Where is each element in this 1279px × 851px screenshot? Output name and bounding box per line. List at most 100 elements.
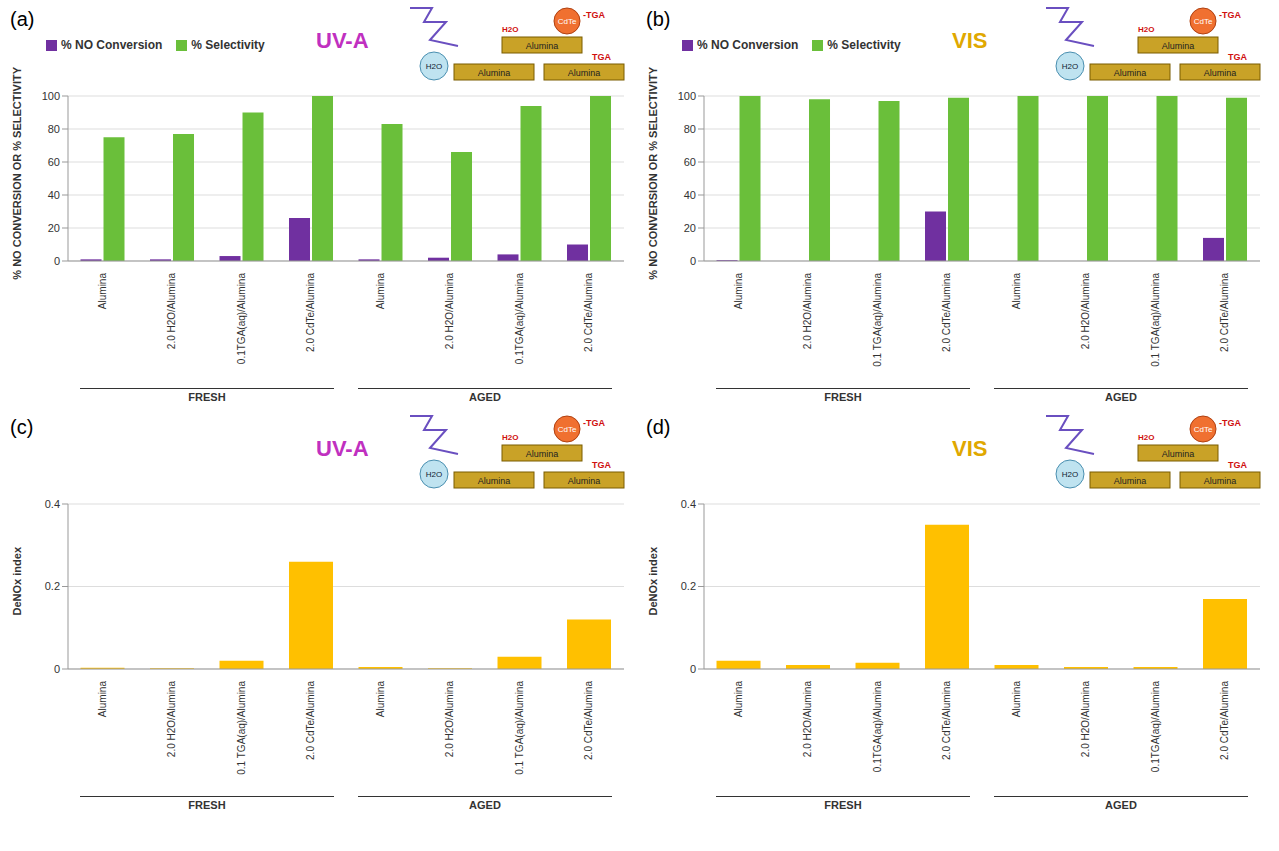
svg-text:CdTe: CdTe	[1194, 425, 1213, 434]
html-text:(d): (d)	[646, 416, 671, 438]
svg-text:2.0 H2O/Alumina: 2.0 H2O/Alumina	[444, 273, 455, 350]
svg-text:Alumina: Alumina	[1204, 476, 1237, 486]
html-text:AGED: AGED	[1105, 391, 1137, 403]
svg-text:0.1 TGA(aq)/Alumina: 0.1 TGA(aq)/Alumina	[236, 681, 247, 775]
svg-text:Alumina: Alumina	[97, 681, 108, 718]
html-text:% Selectivity: % Selectivity	[191, 38, 265, 52]
html-text:VIS: VIS	[952, 436, 988, 461]
svg-text:TGA: TGA	[592, 52, 611, 62]
html-text:FRESH: FRESH	[824, 391, 862, 403]
svg-text:H2O: H2O	[426, 62, 442, 71]
svg-text:0.1TGA(aq)/Alumina: 0.1TGA(aq)/Alumina	[1150, 681, 1161, 773]
svg-text:2.0 CdTe/Alumina: 2.0 CdTe/Alumina	[941, 681, 952, 760]
html-text:FRESH: FRESH	[188, 391, 226, 403]
html-text:% NO CONVERSION OR % SELECTIVI: % NO CONVERSION OR % SELECTIVITY	[11, 67, 23, 280]
svg-text:2.0 H2O/Alumina: 2.0 H2O/Alumina	[166, 681, 177, 758]
svg-text:0.2: 0.2	[45, 580, 60, 592]
html-text:(a): (a)	[10, 8, 35, 30]
svg-text:0.1 TGA(aq)/Alumina: 0.1 TGA(aq)/Alumina	[1150, 273, 1161, 367]
html-text:% NO Conversion: % NO Conversion	[61, 38, 163, 52]
svg-text:2.0 H2O/Alumina: 2.0 H2O/Alumina	[444, 681, 455, 758]
svg-text:0: 0	[54, 663, 60, 675]
svg-text:TGA: TGA	[592, 460, 611, 470]
svg-text:40: 40	[684, 189, 696, 201]
svg-text:H2O: H2O	[1138, 433, 1154, 442]
svg-text:2.0 H2O/Alumina: 2.0 H2O/Alumina	[166, 273, 177, 350]
svg-text:H2O: H2O	[426, 470, 442, 479]
svg-text:Alumina: Alumina	[568, 68, 601, 78]
svg-text:Alumina: Alumina	[1011, 681, 1022, 718]
svg-text:40: 40	[48, 189, 60, 201]
svg-text:0: 0	[690, 663, 696, 675]
svg-text:2.0 H2O/Alumina: 2.0 H2O/Alumina	[802, 681, 813, 758]
svg-text:Alumina: Alumina	[1114, 68, 1147, 78]
svg-text:H2O: H2O	[1062, 470, 1078, 479]
svg-text:0.1TGA(aq)/Alumina: 0.1TGA(aq)/Alumina	[872, 681, 883, 773]
svg-text:60: 60	[684, 156, 696, 168]
svg-text:-TGA: -TGA	[583, 418, 605, 428]
svg-text:Alumina: Alumina	[1162, 41, 1195, 51]
svg-text:2.0 CdTe/Alumina: 2.0 CdTe/Alumina	[1219, 273, 1230, 352]
svg-text:2.0 CdTe/Alumina: 2.0 CdTe/Alumina	[305, 273, 316, 352]
svg-text:Alumina: Alumina	[97, 273, 108, 310]
svg-text:Alumina: Alumina	[375, 681, 386, 718]
svg-text:80: 80	[684, 123, 696, 135]
svg-text:H2O: H2O	[1138, 25, 1154, 34]
html-text:(b): (b)	[646, 8, 671, 30]
svg-text:2.0 CdTe/Alumina: 2.0 CdTe/Alumina	[583, 273, 594, 352]
html-text:% Selectivity: % Selectivity	[827, 38, 901, 52]
svg-text:CdTe: CdTe	[1194, 17, 1213, 26]
svg-text:0.1 TGA(aq)/Alumina: 0.1 TGA(aq)/Alumina	[514, 681, 525, 775]
html-text:UV-A: UV-A	[316, 28, 369, 53]
svg-text:0: 0	[690, 255, 696, 267]
svg-text:0.2: 0.2	[681, 580, 696, 592]
svg-text:H2O: H2O	[502, 433, 518, 442]
svg-text:Alumina: Alumina	[526, 41, 559, 51]
html-text:UV-A: UV-A	[316, 436, 369, 461]
svg-text:Alumina: Alumina	[1204, 68, 1237, 78]
svg-text:CdTe: CdTe	[558, 425, 577, 434]
svg-text:H2O: H2O	[1062, 62, 1078, 71]
svg-text:2.0 CdTe/Alumina: 2.0 CdTe/Alumina	[941, 273, 952, 352]
svg-text:0.4: 0.4	[45, 498, 60, 510]
svg-text:-TGA: -TGA	[1219, 418, 1241, 428]
svg-text:2.0 CdTe/Alumina: 2.0 CdTe/Alumina	[1219, 681, 1230, 760]
svg-text:Alumina: Alumina	[568, 476, 601, 486]
html-text:(c): (c)	[10, 416, 34, 438]
svg-text:H2O: H2O	[502, 25, 518, 34]
svg-text:2.0 H2O/Alumina: 2.0 H2O/Alumina	[1080, 681, 1091, 758]
svg-text:CdTe: CdTe	[558, 17, 577, 26]
svg-text:100: 100	[42, 90, 60, 102]
svg-text:100: 100	[678, 90, 696, 102]
svg-text:20: 20	[48, 222, 60, 234]
svg-text:0.1TGA(aq)/Alumina: 0.1TGA(aq)/Alumina	[236, 273, 247, 365]
svg-text:80: 80	[48, 123, 60, 135]
svg-text:20: 20	[684, 222, 696, 234]
html-text:% NO CONVERSION OR % SELECTIVI: % NO CONVERSION OR % SELECTIVITY	[647, 67, 659, 280]
svg-text:60: 60	[48, 156, 60, 168]
svg-text:2.0 H2O/Alumina: 2.0 H2O/Alumina	[802, 273, 813, 350]
svg-text:Alumina: Alumina	[478, 68, 511, 78]
html-text:% NO Conversion: % NO Conversion	[697, 38, 799, 52]
svg-text:-TGA: -TGA	[1219, 10, 1241, 20]
svg-text:0: 0	[54, 255, 60, 267]
svg-text:2.0 CdTe/Alumina: 2.0 CdTe/Alumina	[305, 681, 316, 760]
svg-text:0.4: 0.4	[681, 498, 696, 510]
svg-text:Alumina: Alumina	[1011, 273, 1022, 310]
svg-text:Alumina: Alumina	[733, 681, 744, 718]
svg-text:Alumina: Alumina	[526, 449, 559, 459]
svg-text:2.0 CdTe/Alumina: 2.0 CdTe/Alumina	[583, 681, 594, 760]
svg-text:Alumina: Alumina	[375, 273, 386, 310]
svg-text:TGA: TGA	[1228, 460, 1247, 470]
html-text:AGED: AGED	[469, 391, 501, 403]
svg-text:0.1 TGA(aq)/Alumina: 0.1 TGA(aq)/Alumina	[872, 273, 883, 367]
svg-text:Alumina: Alumina	[733, 273, 744, 310]
html-text:VIS: VIS	[952, 28, 988, 53]
svg-text:0.1TGA(aq)/Alumina: 0.1TGA(aq)/Alumina	[514, 273, 525, 365]
svg-text:TGA: TGA	[1228, 52, 1247, 62]
svg-text:2.0 H2O/Alumina: 2.0 H2O/Alumina	[1080, 273, 1091, 350]
svg-text:Alumina: Alumina	[1114, 476, 1147, 486]
svg-text:Alumina: Alumina	[1162, 449, 1195, 459]
svg-text:-TGA: -TGA	[583, 10, 605, 20]
svg-text:Alumina: Alumina	[478, 476, 511, 486]
